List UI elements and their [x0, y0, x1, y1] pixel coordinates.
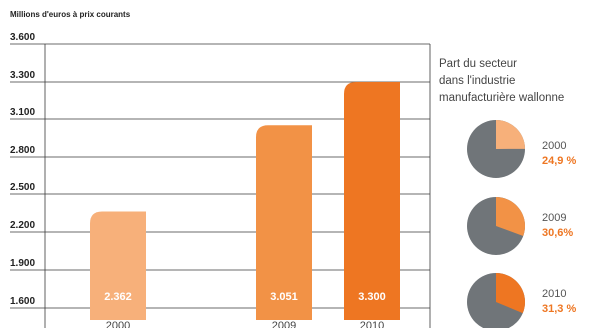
y-tick-label: 3.100: [10, 107, 35, 118]
pie-percent-label: 30,6%: [542, 227, 574, 239]
pie-caption: Part du secteur dans l'industrie manufac…: [439, 58, 565, 104]
pie-year-label: 2010: [542, 288, 567, 300]
y-tick-label: 3.600: [10, 32, 35, 43]
y-tick-label: 2.800: [10, 145, 35, 156]
pie-slice-2000: [496, 120, 525, 149]
pie-slice-2009: [496, 197, 525, 236]
pie-year-label: 2000: [542, 140, 567, 152]
y-tick-label: 2.500: [10, 182, 35, 193]
pie-slice-2010: [496, 273, 526, 314]
y-tick-label: 3.300: [10, 70, 35, 81]
bar-2009: [256, 125, 312, 320]
pie-percent-label: 24,9 %: [542, 155, 577, 167]
y-tick-label: 1.900: [10, 258, 35, 269]
pie-year-label: 2009: [542, 212, 567, 224]
y-tick-label: 1.600: [10, 296, 35, 307]
chart-title: Millions d'euros à prix courants: [10, 10, 131, 19]
bar-value-label: 3.300: [358, 291, 386, 303]
bar-value-label: 3.051: [270, 291, 298, 303]
x-tick-label: 2009: [272, 320, 296, 328]
bar-value-label: 2.362: [104, 291, 132, 303]
x-tick-label: 2010: [360, 320, 384, 328]
bar-2000: [90, 211, 146, 320]
y-tick-label: 2.200: [10, 220, 35, 231]
bar-2010: [344, 82, 400, 320]
x-tick-label: 2000: [106, 320, 130, 328]
pie-percent-label: 31,3 %: [542, 303, 577, 315]
